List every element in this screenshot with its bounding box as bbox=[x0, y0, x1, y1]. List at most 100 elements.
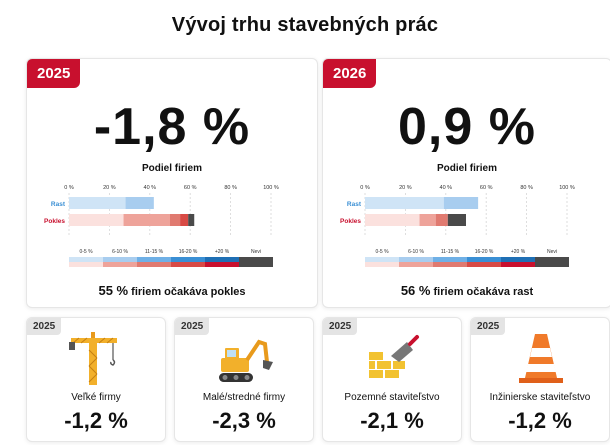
legend-label: 6-10 % bbox=[408, 249, 424, 255]
bar-segment bbox=[123, 214, 170, 226]
bar-segment bbox=[180, 214, 189, 226]
sector-card-small-medium-firms: 2025 Malé/stredné firmy -2,3 % bbox=[174, 317, 314, 442]
forecast-card-2025: 2025 -1,8 % Podiel firiem 0 % 20 % 40 % 60 … bbox=[26, 58, 318, 308]
bricks-trowel-icon bbox=[369, 335, 419, 378]
x-tick-label: 80 % bbox=[520, 185, 533, 191]
legend-label: 6-10 % bbox=[112, 249, 128, 255]
summary-value: 56 % bbox=[400, 283, 431, 298]
x-tick-label: 40 % bbox=[440, 185, 453, 191]
legend-swatch bbox=[501, 262, 535, 267]
year-badge: 2025 bbox=[175, 318, 210, 335]
crane-icon bbox=[69, 332, 117, 385]
summary-text: firiem očakáva rast bbox=[433, 286, 534, 298]
sector-card-large-firms: 2025 Veľké firmy -1,2 % bbox=[26, 317, 166, 442]
headline-value: 0,9 % bbox=[398, 98, 536, 156]
legend-label: Nevi bbox=[547, 249, 557, 255]
legend-label: 0-5 % bbox=[79, 249, 93, 255]
legend-swatch bbox=[69, 257, 103, 262]
summary-text: firiem očakáva pokles bbox=[131, 286, 246, 298]
legend-label: +20 % bbox=[511, 249, 526, 255]
sector-name: Malé/stredné firmy bbox=[202, 392, 286, 403]
bar-segment bbox=[170, 214, 181, 226]
bar-segment bbox=[188, 214, 195, 226]
x-tick-label: 40 % bbox=[144, 185, 157, 191]
page-title: Vývoj trhu stavebných prác bbox=[171, 14, 439, 36]
year-badge: 2025 bbox=[27, 59, 81, 88]
x-tick-label: 0 % bbox=[360, 185, 370, 191]
sector-value: -2,3 % bbox=[212, 408, 276, 433]
category-label: Rast bbox=[347, 201, 362, 208]
x-tick-label: 20 % bbox=[399, 185, 412, 191]
excavator-icon bbox=[219, 339, 273, 382]
legend-swatch bbox=[69, 262, 103, 267]
bar-segment bbox=[365, 214, 420, 226]
category-label: Pokles bbox=[340, 218, 361, 225]
legend-swatch bbox=[171, 262, 205, 267]
legend-swatch bbox=[399, 262, 433, 267]
sector-value: -2,1 % bbox=[360, 408, 424, 433]
legend-swatch bbox=[501, 257, 535, 262]
bar-segment bbox=[447, 214, 466, 226]
summary: 56 % firiem očakáva rast bbox=[323, 283, 610, 298]
legend-label: 11-15 % bbox=[145, 249, 164, 255]
x-tick-label: 60 % bbox=[184, 185, 197, 191]
x-tick-label: 0 % bbox=[64, 185, 74, 191]
legend-swatch bbox=[103, 257, 137, 262]
year-badge: 2025 bbox=[323, 318, 358, 335]
legend-swatch bbox=[239, 257, 273, 262]
chart-title: Podiel firiem bbox=[436, 163, 497, 174]
forecast-card-2026: 2026 0,9 % Podiel firiem 0 % 20 % 40 % 60 %… bbox=[322, 58, 610, 308]
legend-swatch bbox=[365, 257, 399, 262]
legend-swatch bbox=[365, 262, 399, 267]
x-tick-label: 80 % bbox=[224, 185, 237, 191]
legend-label: 0-5 % bbox=[375, 249, 389, 255]
summary: 55 % firiem očakáva pokles bbox=[27, 283, 317, 298]
legend-swatch bbox=[137, 257, 171, 262]
share-chart: 0 % 20 % 40 % 60 % 80 % 100 % Rast Pokles 0-5 % 6… bbox=[44, 185, 279, 267]
sector-value: -1,2 % bbox=[64, 408, 128, 433]
share-chart: 0 % 20 % 40 % 60 % 80 % 100 % Rast Pokles 0-5 % 6… bbox=[340, 185, 575, 267]
legend-swatch bbox=[535, 262, 569, 267]
legend-swatch bbox=[467, 262, 501, 267]
year-badge: 2026 bbox=[323, 59, 377, 88]
legend-swatch bbox=[399, 257, 433, 262]
x-tick-label: 100 % bbox=[559, 185, 575, 191]
legend-label: 11-15 % bbox=[441, 249, 460, 255]
x-tick-label: 100 % bbox=[263, 185, 279, 191]
legend-swatch bbox=[103, 262, 137, 267]
sector-name: Inžinierske staviteľstvo bbox=[489, 392, 591, 403]
sector-value: -1,2 % bbox=[508, 408, 572, 433]
legend-label: +20 % bbox=[215, 249, 230, 255]
legend-label: Nevi bbox=[251, 249, 261, 255]
bar-segment bbox=[125, 197, 154, 209]
traffic-cone-icon bbox=[519, 334, 563, 383]
summary-value: 55 % bbox=[98, 283, 129, 298]
legend-swatch bbox=[433, 262, 467, 267]
legend-swatch bbox=[137, 262, 171, 267]
sector-card-civil-engineering: 2025 Inžinierske staviteľstvo -1,2 % bbox=[470, 317, 610, 442]
legend-swatch bbox=[205, 262, 239, 267]
bar-segment bbox=[69, 197, 126, 209]
legend-swatch bbox=[205, 257, 239, 262]
x-tick-label: 60 % bbox=[480, 185, 493, 191]
legend-label: 16-20 % bbox=[179, 249, 198, 255]
legend-swatch bbox=[433, 257, 467, 262]
category-label: Rast bbox=[51, 201, 66, 208]
legend-swatch bbox=[467, 257, 501, 262]
category-label: Pokles bbox=[44, 218, 65, 225]
legend-swatch bbox=[171, 257, 205, 262]
bar-segment bbox=[419, 214, 436, 226]
legend-swatch bbox=[239, 262, 273, 267]
year-badge: 2025 bbox=[471, 318, 506, 335]
bar-segment bbox=[443, 197, 479, 209]
year-badge: 2025 bbox=[27, 318, 62, 335]
bar-segment bbox=[69, 214, 124, 226]
sector-name: Pozemné staviteľstvo bbox=[344, 392, 440, 403]
sector-name: Veľké firmy bbox=[71, 392, 121, 403]
bar-segment bbox=[435, 214, 448, 226]
sector-card-building-construction: 2025 Pozemné staviteľstvo -2,1 % bbox=[322, 317, 462, 442]
legend-swatch bbox=[535, 257, 569, 262]
headline-value: -1,8 % bbox=[93, 98, 251, 156]
x-tick-label: 20 % bbox=[103, 185, 116, 191]
chart-title: Podiel firiem bbox=[141, 163, 202, 174]
